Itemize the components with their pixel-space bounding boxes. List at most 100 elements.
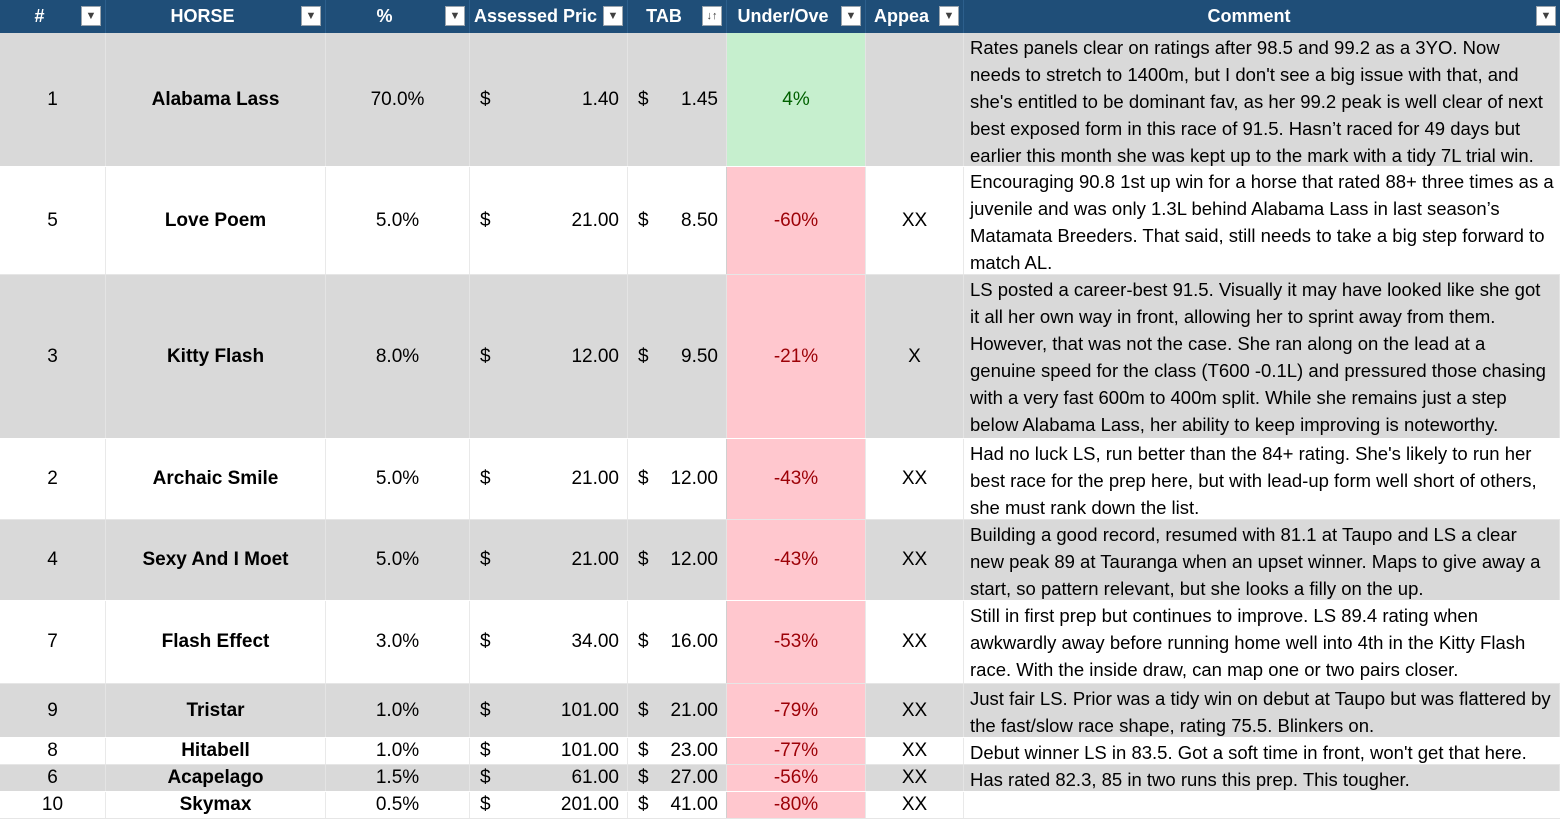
cell-appeal[interactable]: XX — [866, 439, 964, 519]
cell-percentage[interactable]: 5.0% — [326, 439, 470, 519]
header-under-over[interactable]: Under/Ove ▼ — [727, 0, 866, 33]
cell-comment[interactable]: Debut winner LS in 83.5. Got a soft time… — [970, 742, 1527, 763]
cell-horse-name[interactable]: Kitty Flash — [106, 275, 326, 438]
cell-horse-name[interactable]: Flash Effect — [106, 601, 326, 683]
cell-under-over[interactable]: -60% — [727, 167, 866, 274]
sort-ascending-icon[interactable]: ↓↑ — [702, 6, 722, 26]
cell-percentage[interactable]: 8.0% — [326, 275, 470, 438]
cell-tab-price[interactable]: $9.50 — [628, 275, 727, 438]
assessed-price-value: 201.00 — [560, 794, 619, 815]
cell-percentage[interactable]: 0.5% — [326, 792, 470, 818]
filter-dropdown-icon[interactable]: ▼ — [445, 6, 465, 26]
filter-dropdown-icon[interactable]: ▼ — [1536, 6, 1556, 26]
cell-number[interactable]: 7 — [0, 601, 106, 683]
cell-tab-price[interactable]: $27.00 — [628, 765, 727, 791]
cell-under-over[interactable]: -80% — [727, 792, 866, 818]
cell-number[interactable]: 10 — [0, 792, 106, 818]
cell-number[interactable]: 4 — [0, 520, 106, 600]
cell-assessed-price[interactable]: $21.00 — [470, 167, 628, 274]
header-comment[interactable]: Comment ▼ — [964, 0, 1560, 33]
cell-assessed-price[interactable]: $1.40 — [470, 33, 628, 166]
cell-horse-name[interactable]: Alabama Lass — [106, 33, 326, 166]
cell-appeal[interactable]: XX — [866, 167, 964, 274]
cell-assessed-price[interactable]: $12.00 — [470, 275, 628, 438]
cell-horse-name[interactable]: Tristar — [106, 684, 326, 737]
cell-comment[interactable]: Encouraging 90.8 1st up win for a horse … — [970, 171, 1554, 274]
tab-price-value: 1.45 — [681, 88, 718, 110]
cell-horse-name[interactable]: Love Poem — [106, 167, 326, 274]
filter-dropdown-icon[interactable]: ▼ — [841, 6, 861, 26]
cell-appeal[interactable] — [866, 33, 964, 166]
cell-number[interactable]: 1 — [0, 33, 106, 166]
cell-assessed-price[interactable]: $201.00 — [470, 792, 628, 818]
header-horse[interactable]: HORSE ▼ — [106, 0, 326, 33]
cell-percentage[interactable]: 1.0% — [326, 684, 470, 737]
cell-assessed-price[interactable]: $61.00 — [470, 765, 628, 791]
cell-comment[interactable] — [964, 792, 1560, 818]
cell-comment[interactable]: Just fair LS. Prior was a tidy win on de… — [964, 684, 1560, 737]
cell-appeal[interactable]: X — [866, 275, 964, 438]
cell-under-over[interactable]: -77% — [727, 738, 866, 764]
cell-appeal[interactable]: XX — [866, 520, 964, 600]
header-assessed-price[interactable]: Assessed Pric ▼ — [470, 0, 628, 33]
header-pct[interactable]: % ▼ — [326, 0, 470, 33]
cell-tab-price[interactable]: $23.00 — [628, 738, 727, 764]
cell-under-over[interactable]: -53% — [727, 601, 866, 683]
cell-number[interactable]: 6 — [0, 765, 106, 791]
cell-assessed-price[interactable]: $101.00 — [470, 684, 628, 737]
filter-dropdown-icon[interactable]: ▼ — [603, 6, 623, 26]
cell-under-over[interactable]: -43% — [727, 439, 866, 519]
cell-assessed-price[interactable]: $34.00 — [470, 601, 628, 683]
header-tab[interactable]: TAB ↓↑ — [628, 0, 727, 33]
cell-tab-price[interactable]: $12.00 — [628, 520, 727, 600]
header-appeal[interactable]: Appea ▼ — [866, 0, 964, 33]
cell-comment[interactable]: Has rated 82.3, 85 in two runs this prep… — [964, 765, 1560, 791]
filter-dropdown-icon[interactable]: ▼ — [301, 6, 321, 26]
filter-dropdown-icon[interactable]: ▼ — [939, 6, 959, 26]
cell-appeal[interactable]: XX — [866, 684, 964, 737]
cell-percentage[interactable]: 1.0% — [326, 738, 470, 764]
cell-percentage[interactable]: 5.0% — [326, 520, 470, 600]
cell-percentage[interactable]: 70.0% — [326, 33, 470, 166]
tab-price-value: 12.00 — [670, 549, 718, 570]
cell-number[interactable]: 9 — [0, 684, 106, 737]
cell-under-over[interactable]: -56% — [727, 765, 866, 791]
cell-number[interactable]: 5 — [0, 167, 106, 274]
cell-horse-name[interactable]: Archaic Smile — [106, 439, 326, 519]
filter-dropdown-icon[interactable]: ▼ — [81, 6, 101, 26]
cell-tab-price[interactable]: $1.45 — [628, 33, 727, 166]
cell-appeal[interactable]: XX — [866, 765, 964, 791]
cell-number[interactable]: 8 — [0, 738, 106, 764]
cell-appeal[interactable]: XX — [866, 792, 964, 818]
cell-tab-price[interactable]: $41.00 — [628, 792, 727, 818]
cell-under-over[interactable]: -21% — [727, 275, 866, 438]
cell-horse-name[interactable]: Skymax — [106, 792, 326, 818]
cell-horse-name[interactable]: Sexy And I Moet — [106, 520, 326, 600]
cell-comment[interactable]: Rates panels clear on ratings after 98.5… — [964, 33, 1560, 166]
cell-comment[interactable]: Building a good record, resumed with 81.… — [964, 520, 1560, 600]
cell-tab-price[interactable]: $16.00 — [628, 601, 727, 683]
cell-comment[interactable]: Still in first prep but continues to imp… — [970, 605, 1526, 681]
cell-under-over[interactable]: -43% — [727, 520, 866, 600]
cell-comment[interactable]: LS posted a career-best 91.5. Visually i… — [964, 275, 1560, 438]
header-num[interactable]: # ▼ — [0, 0, 106, 33]
cell-horse-name[interactable]: Acapelago — [106, 765, 326, 791]
cell-assessed-price[interactable]: $21.00 — [470, 439, 628, 519]
cell-tab-price[interactable]: $8.50 — [628, 167, 727, 274]
cell-tab-price[interactable]: $21.00 — [628, 684, 727, 737]
cell-number[interactable]: 2 — [0, 439, 106, 519]
cell-under-over[interactable]: 4% — [727, 33, 866, 166]
cell-comment[interactable]: Had no luck LS, run better than the 84+ … — [970, 443, 1537, 519]
cell-assessed-price[interactable]: $101.00 — [470, 738, 628, 764]
cell-under-over[interactable]: -79% — [727, 684, 866, 737]
cell-number[interactable]: 3 — [0, 275, 106, 438]
cell-tab-price[interactable]: $12.00 — [628, 439, 727, 519]
cell-assessed-price[interactable]: $21.00 — [470, 520, 628, 600]
cell-appeal[interactable]: XX — [866, 601, 964, 683]
cell-horse-name[interactable]: Hitabell — [106, 738, 326, 764]
cell-percentage[interactable]: 1.5% — [326, 765, 470, 791]
cell-percentage[interactable]: 3.0% — [326, 601, 470, 683]
cell-percentage[interactable]: 5.0% — [326, 167, 470, 274]
cell-appeal[interactable]: XX — [866, 738, 964, 764]
